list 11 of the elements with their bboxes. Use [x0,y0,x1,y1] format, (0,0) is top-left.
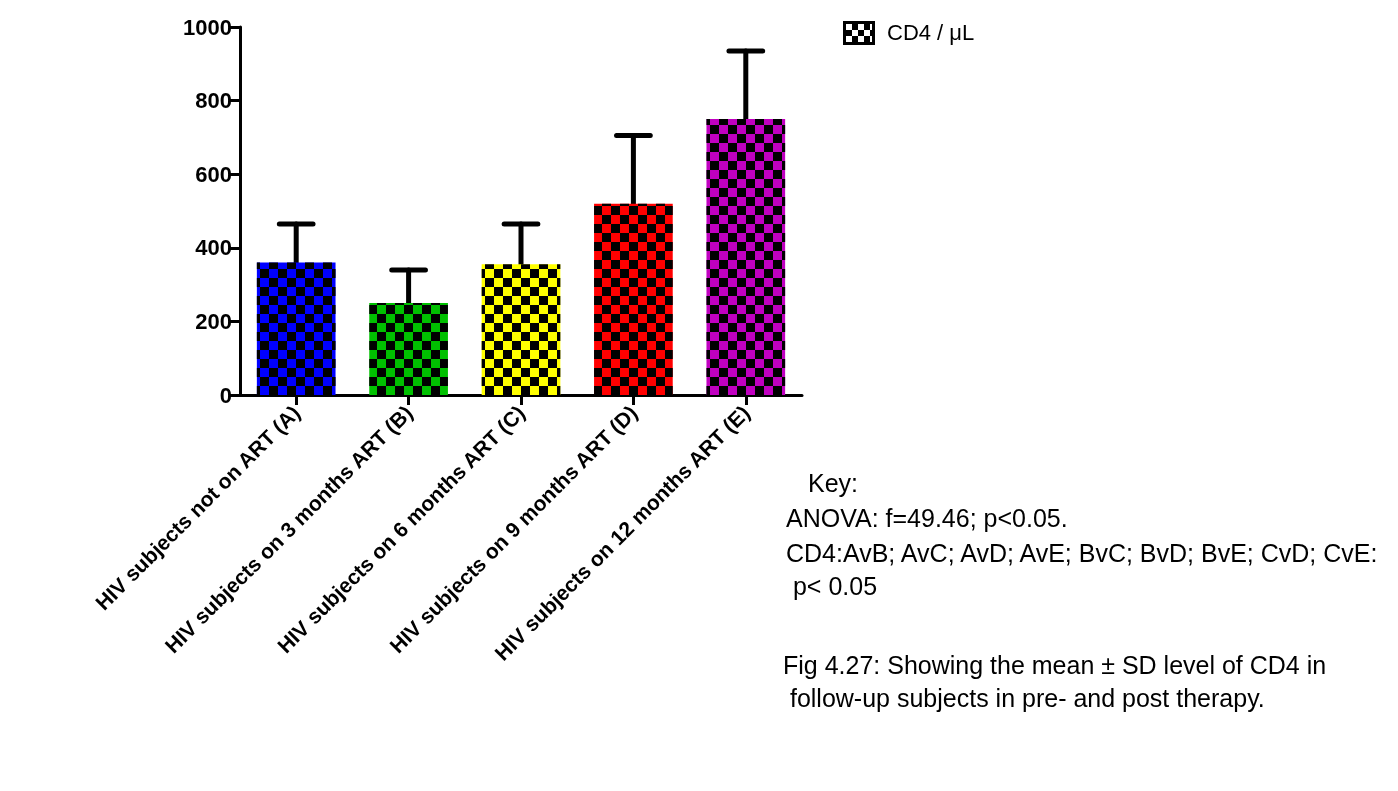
y-tick-label: 0 [219,382,232,408]
y-tick-label: 600 [195,161,232,187]
legend-label: CD4 / μL [887,20,975,46]
y-tick-label: 400 [195,235,232,261]
y-tick-label: 800 [195,88,232,114]
text: CD4:AvB; AvC; AvD; AvE; BvC; BvD; BvE; CvD; CvE: p< 0.05 [786,538,1378,600]
text: Key: [808,468,859,497]
caption: Fig 4.27: Showing the mean ± SD level of CD4 in follow-up subjects in pre- and post therapy. [783,650,1327,712]
text: ANOVA: f=49.46; p<0.05. [786,503,1068,532]
y-tick-label: 200 [195,308,232,334]
y-tick-label: 1000 [183,14,232,40]
